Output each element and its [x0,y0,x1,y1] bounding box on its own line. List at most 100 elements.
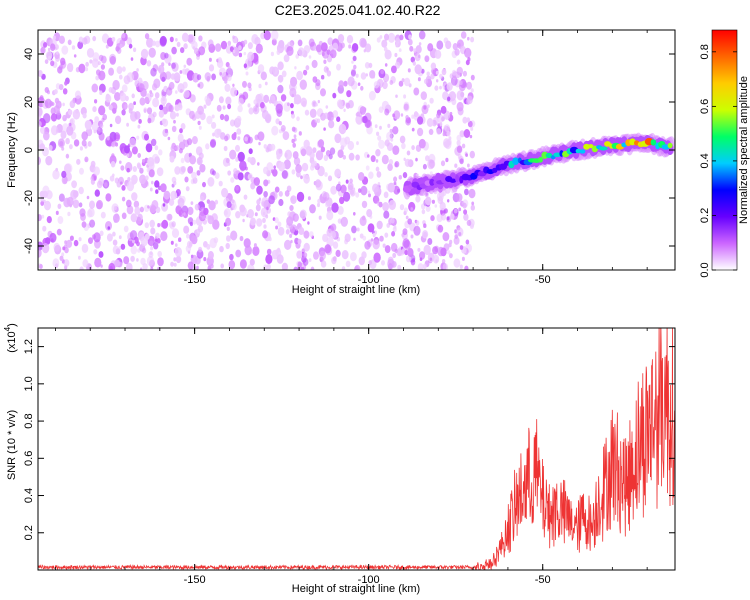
noise-speckle [98,54,104,62]
noise-speckle [343,80,348,87]
track-core [512,157,519,165]
noise-speckle [303,174,310,184]
noise-speckle [289,205,294,211]
noise-speckle [79,146,83,151]
noise-speckle [418,42,422,46]
noise-speckle [262,217,266,223]
noise-speckle [126,122,129,127]
noise-speckle [263,166,269,175]
noise-speckle [40,200,45,206]
noise-speckle [65,137,70,145]
noise-speckle [182,81,188,89]
noise-speckle [180,88,183,93]
noise-speckle [397,188,401,193]
noise-speckle [236,128,242,135]
noise-speckle [40,126,46,134]
noise-speckle [112,173,115,178]
noise-speckle [398,175,402,180]
noise-speckle [211,121,217,129]
noise-speckle [349,178,353,184]
noise-speckle [58,84,64,91]
noise-speckle [108,67,114,76]
noise-speckle [224,135,229,142]
noise-speckle [381,260,385,266]
noise-speckle [235,249,242,258]
track-core [583,143,590,150]
noise-speckle [50,125,59,136]
noise-speckle [408,34,412,40]
noise-speckle [366,209,373,218]
noise-speckle [331,256,337,265]
noise-speckle [425,196,432,206]
noise-speckle [464,265,469,270]
noise-speckle [150,246,154,251]
noise-speckle [393,110,401,120]
noise-speckle [206,115,213,125]
noise-speckle [461,143,466,149]
noise-speckle [237,172,244,181]
noise-speckle [299,209,307,220]
noise-speckle [454,234,459,240]
noise-speckle [384,33,389,41]
noise-speckle [265,254,273,265]
noise-speckle [207,39,214,48]
noise-speckle [394,61,401,69]
noise-speckle [282,131,290,141]
noise-speckle [422,163,427,170]
noise-speckle [196,170,201,176]
noise-speckle [361,107,366,113]
noise-speckle [115,248,121,255]
noise-speckle [382,81,388,90]
noise-speckle [456,134,462,142]
noise-speckle [86,48,95,58]
noise-speckle [157,250,162,258]
noise-speckle [459,80,463,86]
noise-speckle [278,40,285,49]
noise-speckle [281,70,287,78]
noise-speckle [160,96,167,105]
noise-speckle [467,82,472,90]
noise-speckle [189,94,196,103]
noise-speckle [247,82,252,89]
noise-speckle [470,88,474,93]
noise-speckle [61,175,68,185]
noise-speckle [161,76,166,83]
noise-speckle [247,209,255,219]
noise-speckle [73,190,79,198]
noise-speckle [175,112,179,117]
noise-speckle [208,64,215,72]
noise-speckle [277,226,285,236]
noise-speckle [146,167,150,173]
noise-speckle [330,230,336,239]
noise-speckle [402,172,408,179]
noise-speckle [79,167,84,175]
noise-speckle [126,262,133,270]
noise-speckle [384,108,390,116]
noise-speckle [146,256,155,267]
noise-speckle [263,224,267,229]
noise-speckle [358,256,365,266]
noise-speckle [441,68,447,76]
noise-speckle [334,168,342,178]
noise-speckle [89,200,95,209]
snr-frame [37,327,676,571]
noise-speckle [218,67,226,78]
noise-speckle [343,191,351,202]
noise-speckle [375,166,380,172]
noise-speckle [384,232,389,238]
noise-speckle [134,80,140,88]
noise-speckle [352,55,357,62]
noise-speckle [309,151,315,159]
noise-speckle [224,114,230,122]
noise-speckle [315,79,321,87]
noise-speckle [415,220,420,226]
noise-speckle [69,100,76,109]
noise-speckle [470,74,475,81]
noise-speckle [229,46,234,52]
noise-speckle [218,180,223,187]
noise-speckle [391,65,397,74]
noise-speckle [55,210,59,215]
noise-speckle [449,111,453,116]
noise-speckle [221,187,229,198]
noise-speckle [121,185,126,191]
